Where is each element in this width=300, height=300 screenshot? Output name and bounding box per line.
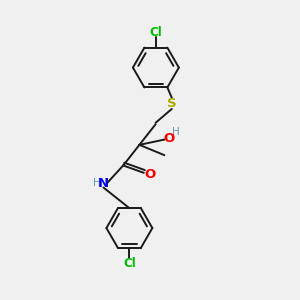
- Text: H: H: [172, 127, 179, 137]
- Text: O: O: [145, 168, 156, 181]
- Text: O: O: [163, 132, 175, 145]
- Text: N: N: [98, 177, 109, 190]
- Text: Cl: Cl: [123, 257, 136, 270]
- Text: H: H: [93, 178, 101, 188]
- Text: Cl: Cl: [149, 26, 162, 39]
- Text: S: S: [167, 97, 177, 110]
